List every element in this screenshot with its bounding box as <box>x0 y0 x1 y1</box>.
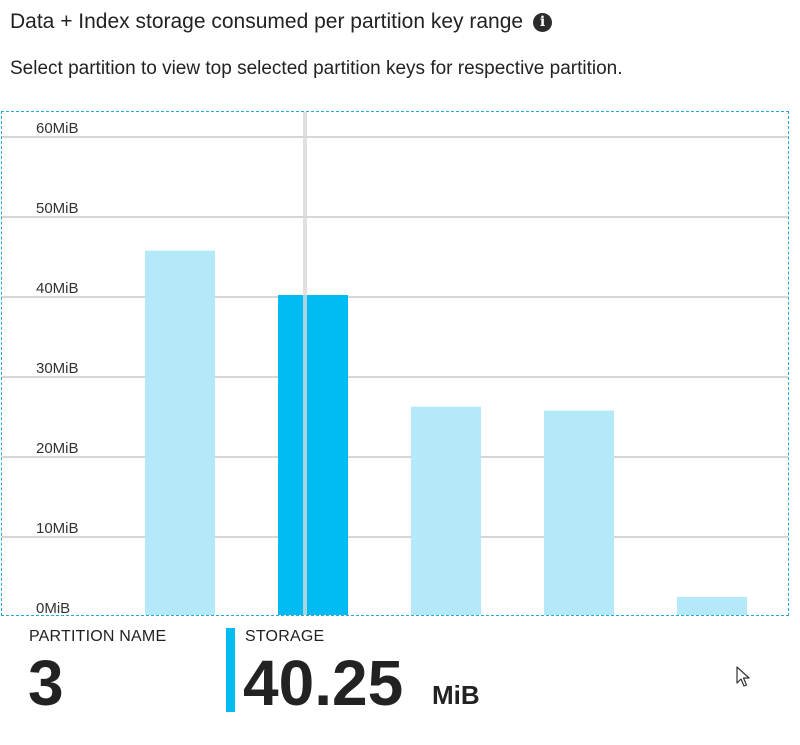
y-tick-label: 60MiB <box>36 120 79 137</box>
chart-title: Data + Index storage consumed per partit… <box>10 10 524 33</box>
chart-subtitle: Select partition to view top selected pa… <box>10 58 623 79</box>
y-tick-label: 50MiB <box>36 200 79 217</box>
selection-summary: PARTITION NAME 3 STORAGE 40.25 MiB <box>0 620 800 745</box>
bar[interactable] <box>677 597 747 615</box>
storage-unit: MiB <box>432 680 480 710</box>
partition-name-value: 3 <box>28 647 64 719</box>
partition-name-label: PARTITION NAME <box>29 628 167 645</box>
y-tick-label: 30MiB <box>36 360 79 377</box>
info-icon[interactable]: i <box>533 12 553 32</box>
y-tick-label: 40MiB <box>36 280 79 297</box>
storage-value: 40.25 <box>243 647 404 719</box>
bar-selected[interactable] <box>278 295 348 615</box>
bar[interactable] <box>544 410 614 615</box>
bar[interactable] <box>145 250 215 615</box>
y-tick-label: 10MiB <box>36 520 79 537</box>
chart-header: Data + Index storage consumed per partit… <box>10 10 553 34</box>
chart-area[interactable]: 0MiB 10MiB 20MiB 30MiB 40MiB 50MiB 60MiB <box>1 111 789 616</box>
storage-label: STORAGE <box>245 628 325 645</box>
bar-chart[interactable]: 0MiB 10MiB 20MiB 30MiB 40MiB 50MiB 60MiB <box>2 112 788 615</box>
mouse-pointer-icon <box>736 666 750 687</box>
storage-accent-bar <box>226 628 235 712</box>
y-tick-label: 20MiB <box>36 440 79 457</box>
y-tick-label: 0MiB <box>36 600 70 615</box>
bar[interactable] <box>411 406 481 615</box>
